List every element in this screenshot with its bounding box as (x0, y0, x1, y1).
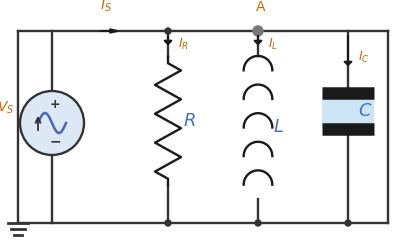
Text: $I_R$: $I_R$ (178, 36, 189, 52)
Text: A: A (256, 0, 266, 14)
Text: $V_S$: $V_S$ (0, 100, 14, 116)
Circle shape (165, 28, 171, 34)
Text: $I_S$: $I_S$ (100, 0, 112, 14)
Bar (322, 93, 374, 129)
Text: +: + (50, 98, 60, 111)
Text: $I_C$: $I_C$ (358, 49, 370, 65)
Text: −: − (49, 134, 61, 148)
Circle shape (255, 220, 261, 226)
Circle shape (345, 220, 351, 226)
Circle shape (253, 26, 263, 36)
Text: L: L (274, 119, 284, 136)
Text: C: C (358, 102, 371, 120)
Circle shape (20, 91, 84, 155)
Circle shape (165, 220, 171, 226)
Text: $I_L$: $I_L$ (268, 36, 278, 52)
Text: R: R (184, 112, 196, 130)
